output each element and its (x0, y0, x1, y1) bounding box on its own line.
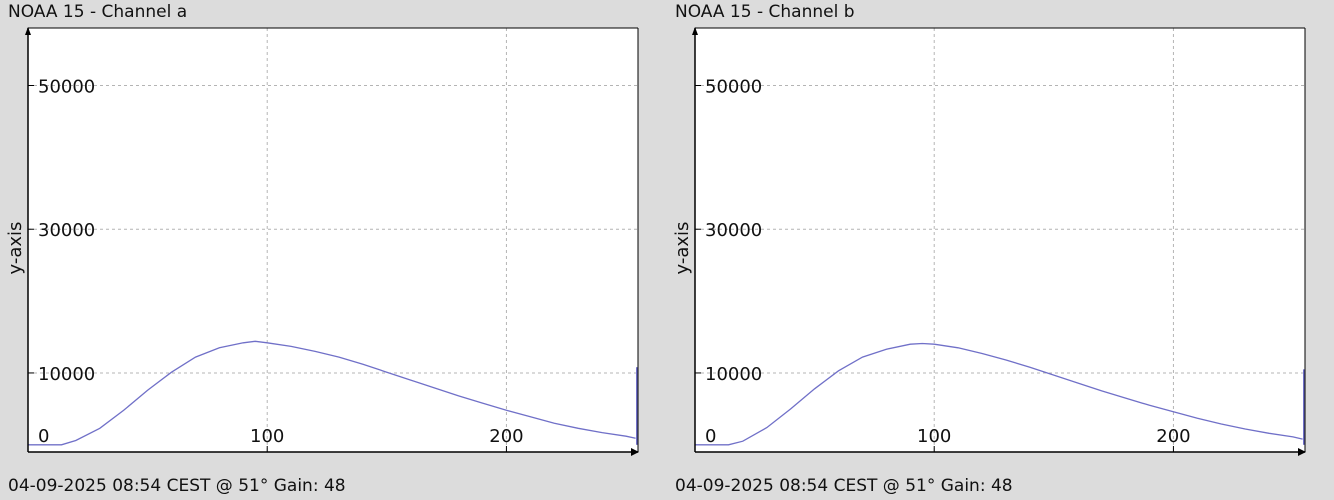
y-axis-title: y-axis (5, 222, 26, 275)
x-tick-label: 200 (489, 426, 523, 447)
y-tick-label: 30000 (38, 220, 95, 241)
series-line (695, 342, 1303, 446)
chart-panel-channel-a: NOAA 15 - Channel a 10000 30000 50000 0 100 2… (0, 0, 660, 500)
y-tick-label: 50000 (38, 76, 95, 97)
y-axis-arrow (692, 27, 698, 35)
x-tick-label: 0 (705, 426, 716, 447)
chart-panel-channel-b: NOAA 15 - Channel b 10000 30000 50000 0 100 2… (667, 0, 1327, 500)
plot-area (28, 28, 638, 452)
chart-footer-status: 04-09-2025 08:54 CEST @ 51° Gain: 48 (675, 476, 1013, 496)
y-tick-label: 10000 (705, 364, 762, 385)
x-tick-label: 200 (1156, 426, 1190, 447)
chart-title: NOAA 15 - Channel a (8, 2, 188, 22)
x-tick-label: 100 (917, 426, 951, 447)
x-axis-arrow (631, 448, 639, 456)
line-chart-channel-a: 10000 30000 50000 0 100 200 y-axis (5, 27, 639, 456)
y-tick-label: 10000 (38, 364, 95, 385)
y-tick-label: 50000 (705, 76, 762, 97)
series-line (28, 340, 636, 446)
y-axis-arrow (25, 27, 31, 35)
line-chart-channel-b: 10000 30000 50000 0 100 200 y-axis (672, 27, 1306, 456)
plot-area (695, 28, 1305, 452)
x-axis-arrow (1298, 448, 1306, 456)
chart-title: NOAA 15 - Channel b (675, 2, 855, 22)
y-axis-title: y-axis (672, 222, 693, 275)
x-tick-label: 0 (38, 426, 49, 447)
chart-footer-status: 04-09-2025 08:54 CEST @ 51° Gain: 48 (8, 476, 346, 496)
x-tick-label: 100 (250, 426, 284, 447)
y-tick-label: 30000 (705, 220, 762, 241)
